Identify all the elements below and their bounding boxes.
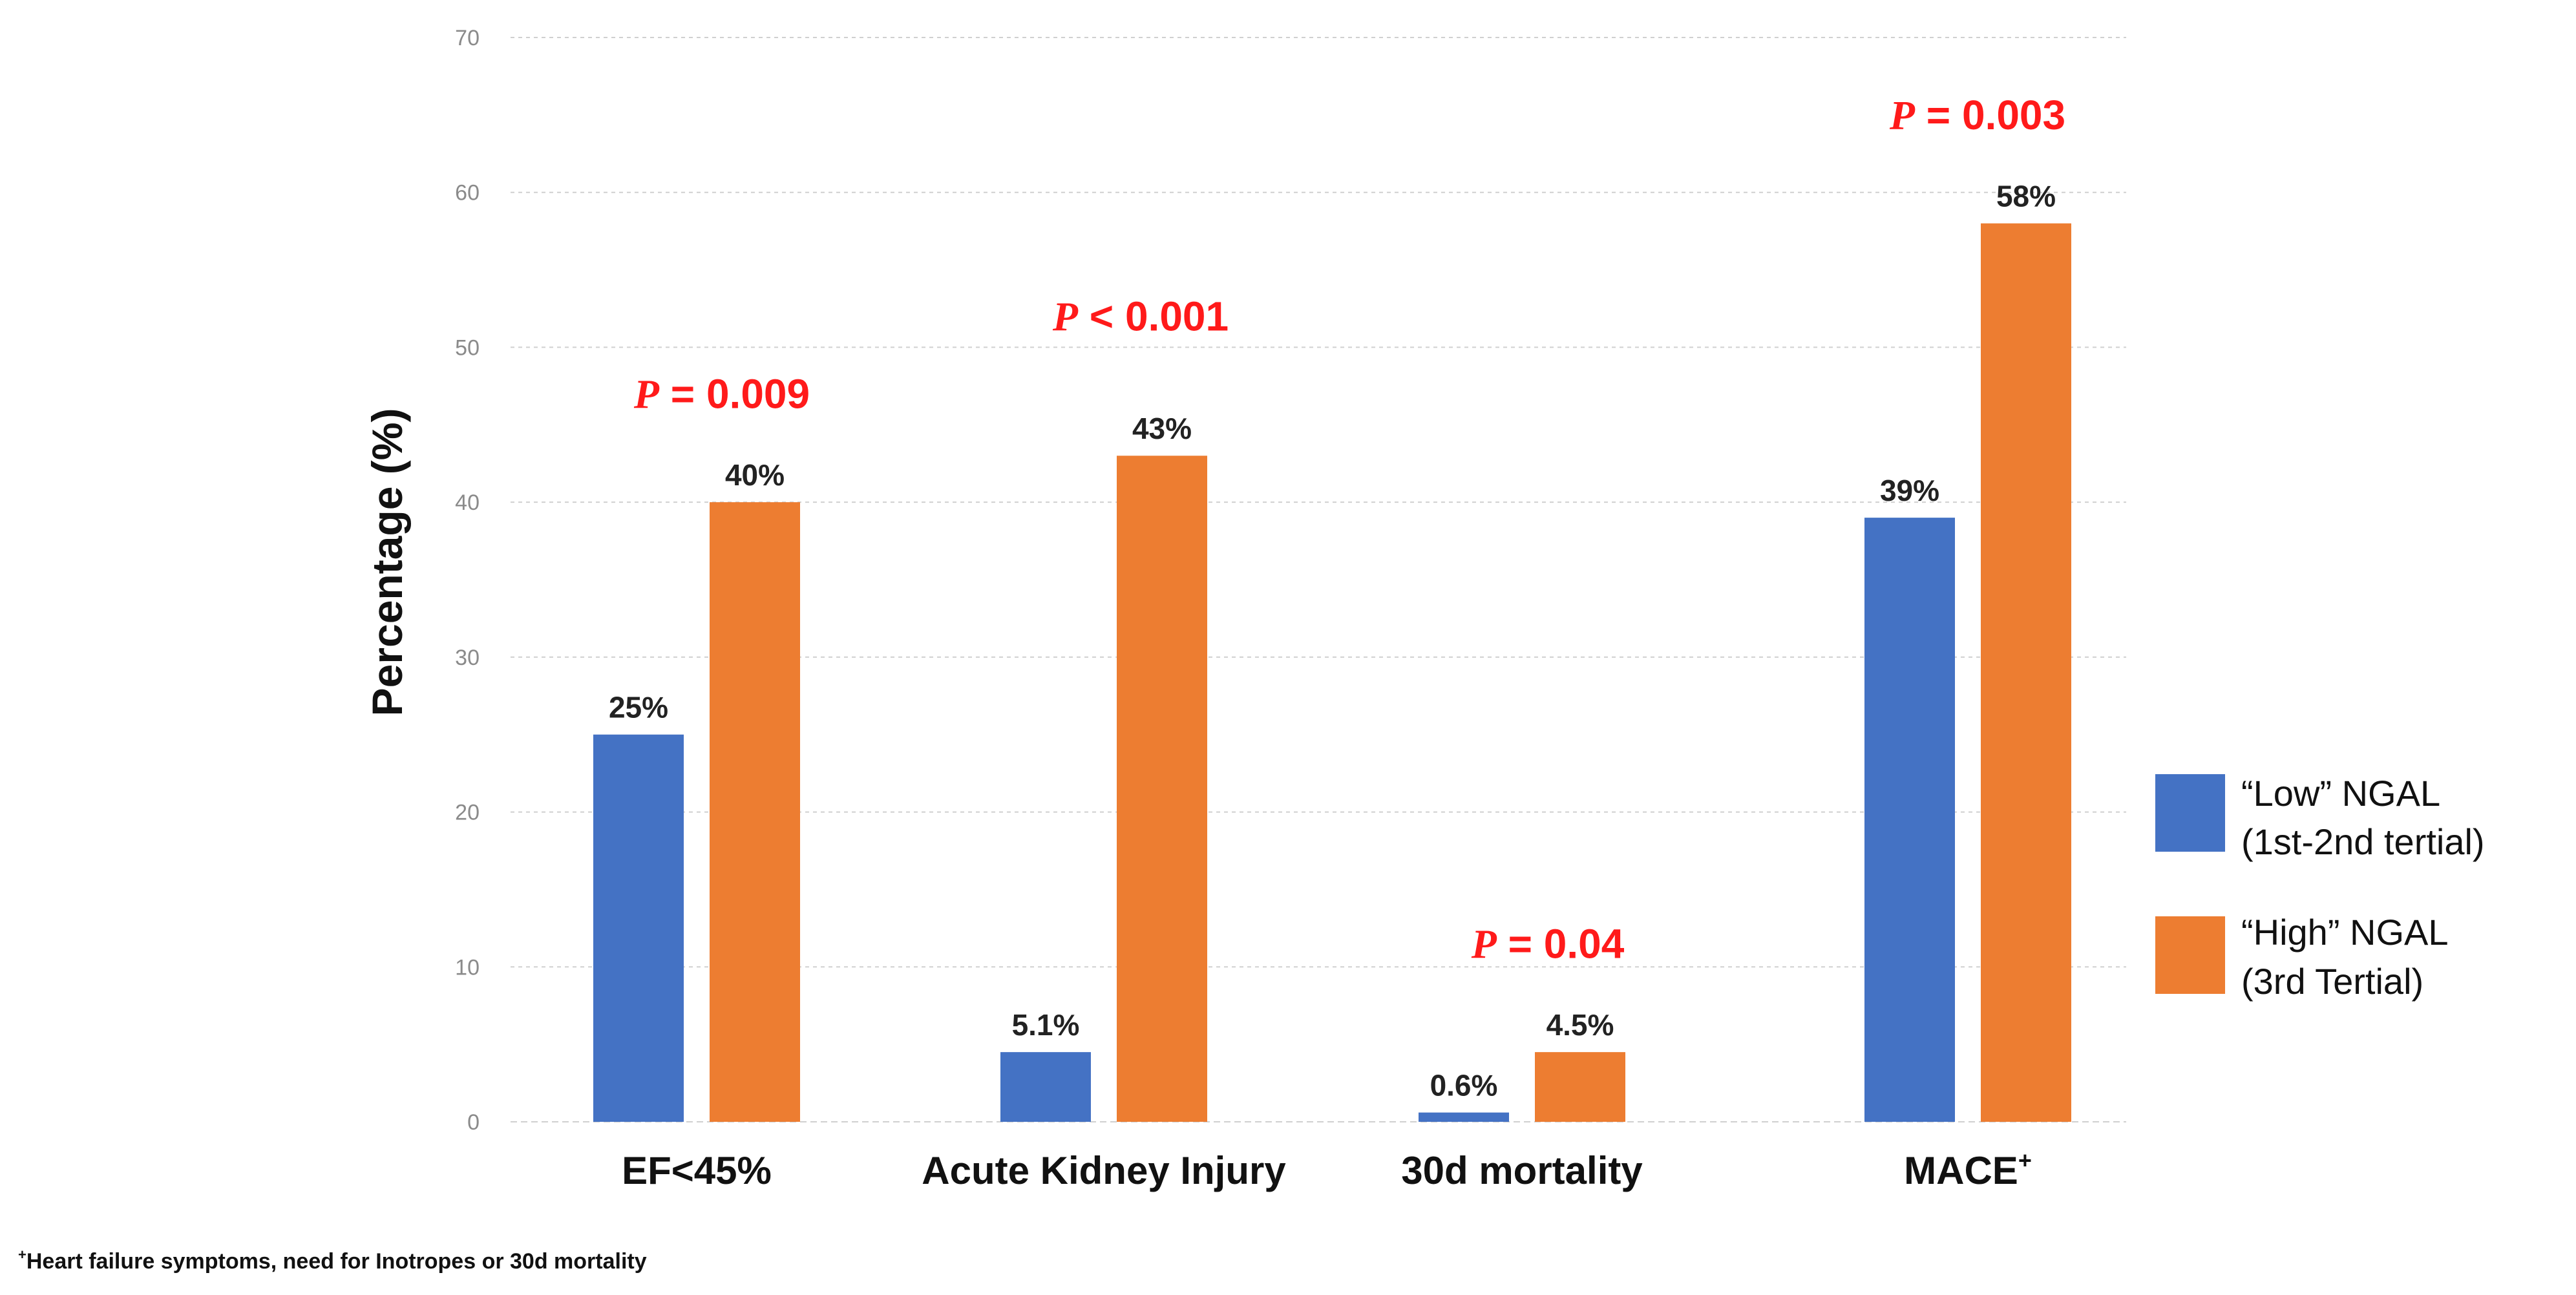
data-label: 40% (725, 458, 785, 492)
x-category-label: Acute Kidney Injury (922, 1149, 1286, 1192)
category-text: EF<45% (622, 1149, 772, 1192)
footnote: +Heart failure symptoms, need for Inotro… (18, 1247, 647, 1274)
bar-high (1535, 1052, 1625, 1122)
p-value-text: = 0.04 (1497, 920, 1625, 967)
legend: “Low” NGAL (1st-2nd tertial) “High” NGAL… (2155, 773, 2485, 1002)
legend-swatch-low (2155, 774, 2225, 852)
y-tick-label: 30 (455, 646, 480, 670)
p-symbol: P (1052, 293, 1079, 339)
p-value-label: P = 0.003 (1889, 92, 2065, 138)
data-label: 0.6% (1430, 1069, 1498, 1102)
p-value-text: = 0.009 (659, 370, 810, 417)
data-label: 58% (1996, 180, 2056, 213)
p-value-text: < 0.001 (1078, 293, 1229, 339)
p-value-label: P = 0.04 (1471, 920, 1625, 967)
bars (593, 223, 2071, 1122)
category-superscript: + (2018, 1147, 2032, 1174)
data-label: 39% (1880, 474, 1939, 507)
data-label: 5.1% (1012, 1008, 1080, 1042)
legend-label-low-line2: (1st-2nd tertial) (2241, 821, 2485, 862)
category-text: Acute Kidney Injury (922, 1149, 1286, 1192)
x-category-label: 30d mortality (1401, 1149, 1643, 1192)
data-label: 43% (1132, 412, 1192, 445)
y-tick-label: 60 (455, 181, 480, 205)
y-tick-label: 40 (455, 490, 480, 515)
bar-high (710, 502, 800, 1122)
legend-label-high-line2: (3rd Tertial) (2241, 961, 2423, 1002)
footnote-text: Heart failure symptoms, need for Inotrop… (26, 1249, 647, 1274)
p-symbol: P (633, 371, 660, 417)
category-text: 30d mortality (1401, 1149, 1643, 1192)
p-value-label: P = 0.009 (633, 370, 810, 417)
p-symbol: P (1471, 921, 1497, 967)
bar-high (1117, 456, 1207, 1122)
legend-label-high-line1: “High” NGAL (2241, 912, 2449, 953)
data-labels: 25% 5.1% 0.6% 39% 40% 43% 4.5% 58% (609, 180, 2056, 1102)
footnote-mark: + (18, 1247, 26, 1263)
bar-high (1981, 223, 2071, 1122)
bar-low (1864, 518, 1955, 1122)
category-text: MACE (1904, 1149, 2018, 1192)
legend-label-low-line1: “Low” NGAL (2241, 773, 2440, 814)
bar-low (1000, 1052, 1091, 1122)
svg-text:+Heart failure symptoms, need: +Heart failure symptoms, need for Inotro… (18, 1247, 647, 1274)
x-axis-categories: EF<45% Acute Kidney Injury 30d mortality MA… (622, 1147, 2032, 1192)
y-tick-label: 70 (455, 26, 480, 50)
y-tick-label: 10 (455, 955, 480, 980)
p-value-text: = 0.003 (1915, 92, 2065, 138)
x-category-label: MACE+ (1904, 1147, 2032, 1192)
gridlines (511, 37, 2126, 1122)
bar-low (593, 734, 684, 1122)
y-tick-label: 20 (455, 801, 480, 825)
y-tick-label: 50 (455, 335, 480, 360)
bar-low (1419, 1112, 1509, 1122)
y-tick-label: 0 (467, 1110, 480, 1135)
p-symbol: P (1889, 92, 1916, 138)
p-value-label: P < 0.001 (1052, 293, 1229, 339)
data-label: 25% (609, 691, 668, 724)
legend-swatch-high (2155, 916, 2225, 994)
y-axis-label: Percentage (%) (363, 408, 411, 717)
data-label: 4.5% (1547, 1008, 1614, 1042)
x-category-label: EF<45% (622, 1149, 772, 1192)
y-axis-ticks: 0 10 20 30 40 50 60 70 (455, 26, 480, 1135)
